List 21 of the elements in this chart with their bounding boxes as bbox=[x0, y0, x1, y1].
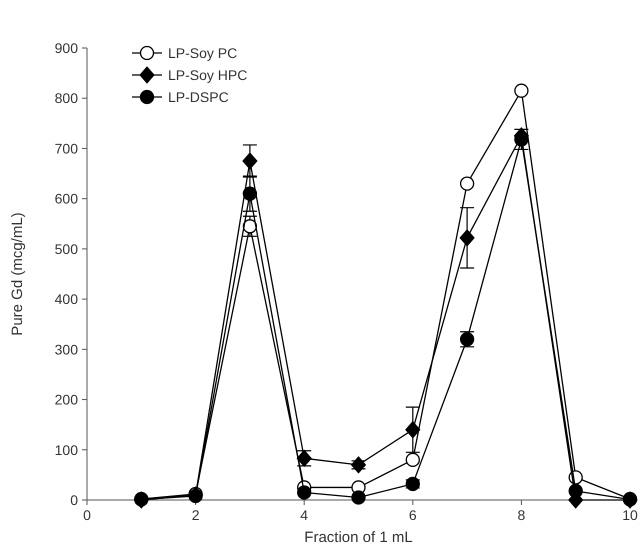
y-tick-label: 900 bbox=[54, 40, 78, 56]
y-tick-label: 800 bbox=[54, 90, 78, 106]
y-tick-label: 200 bbox=[54, 392, 78, 408]
legend-label: LP-DSPC bbox=[168, 89, 229, 105]
x-tick-label: 2 bbox=[192, 507, 200, 523]
x-tick-label: 4 bbox=[300, 507, 308, 523]
x-tick-label: 8 bbox=[518, 507, 526, 523]
x-axis-title: Fraction of 1 mL bbox=[304, 529, 413, 546]
y-tick-label: 500 bbox=[54, 240, 78, 257]
x-tick-label: 6 bbox=[408, 507, 417, 523]
y-axis-title: Pure Gd (mcg/mL) bbox=[9, 212, 26, 336]
legend-label: LP-Soy PC bbox=[168, 45, 238, 61]
x-tick-label: 0 bbox=[83, 507, 92, 523]
legend-label: LP-Soy HPC bbox=[168, 67, 248, 83]
y-tick-label: 100 bbox=[54, 442, 78, 458]
y-tick-label: 400 bbox=[54, 291, 78, 308]
y-tick-label: 300 bbox=[54, 341, 78, 358]
x-tick-label: 10 bbox=[622, 507, 638, 523]
y-tick-label: 600 bbox=[54, 190, 78, 207]
y-tick-label: 700 bbox=[54, 140, 78, 156]
y-tick-label: 0 bbox=[70, 492, 78, 508]
